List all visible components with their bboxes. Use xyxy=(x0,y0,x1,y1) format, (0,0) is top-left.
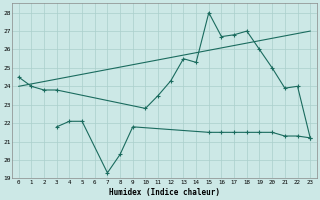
X-axis label: Humidex (Indice chaleur): Humidex (Indice chaleur) xyxy=(109,188,220,197)
